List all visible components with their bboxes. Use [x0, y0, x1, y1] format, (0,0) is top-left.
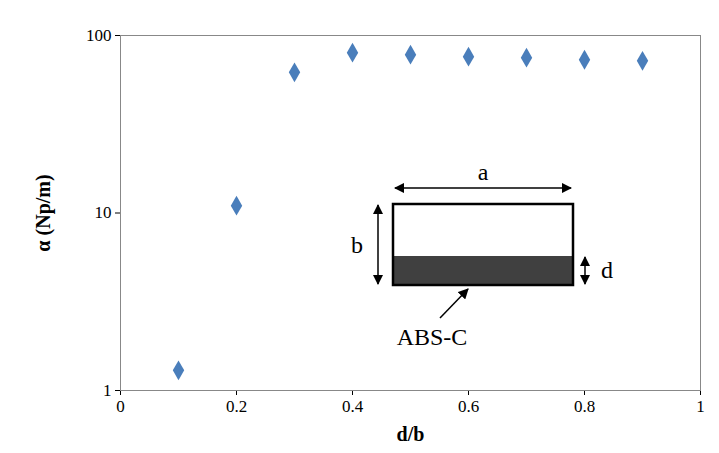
- svg-text:0.2: 0.2: [226, 397, 247, 416]
- svg-text:a: a: [478, 159, 489, 185]
- svg-text:ABS-C: ABS-C: [397, 324, 468, 350]
- svg-text:α (Np/m): α (Np/m): [32, 174, 55, 251]
- svg-text:0: 0: [116, 397, 125, 416]
- svg-text:0.6: 0.6: [458, 397, 479, 416]
- svg-text:d: d: [601, 257, 613, 283]
- svg-text:100: 100: [86, 26, 112, 45]
- svg-text:1: 1: [696, 397, 705, 416]
- svg-text:d/b: d/b: [397, 423, 425, 445]
- svg-text:1: 1: [103, 381, 112, 400]
- svg-text:0.8: 0.8: [574, 397, 595, 416]
- svg-text:b: b: [351, 232, 363, 258]
- svg-text:10: 10: [95, 203, 112, 222]
- svg-text:0.4: 0.4: [342, 397, 364, 416]
